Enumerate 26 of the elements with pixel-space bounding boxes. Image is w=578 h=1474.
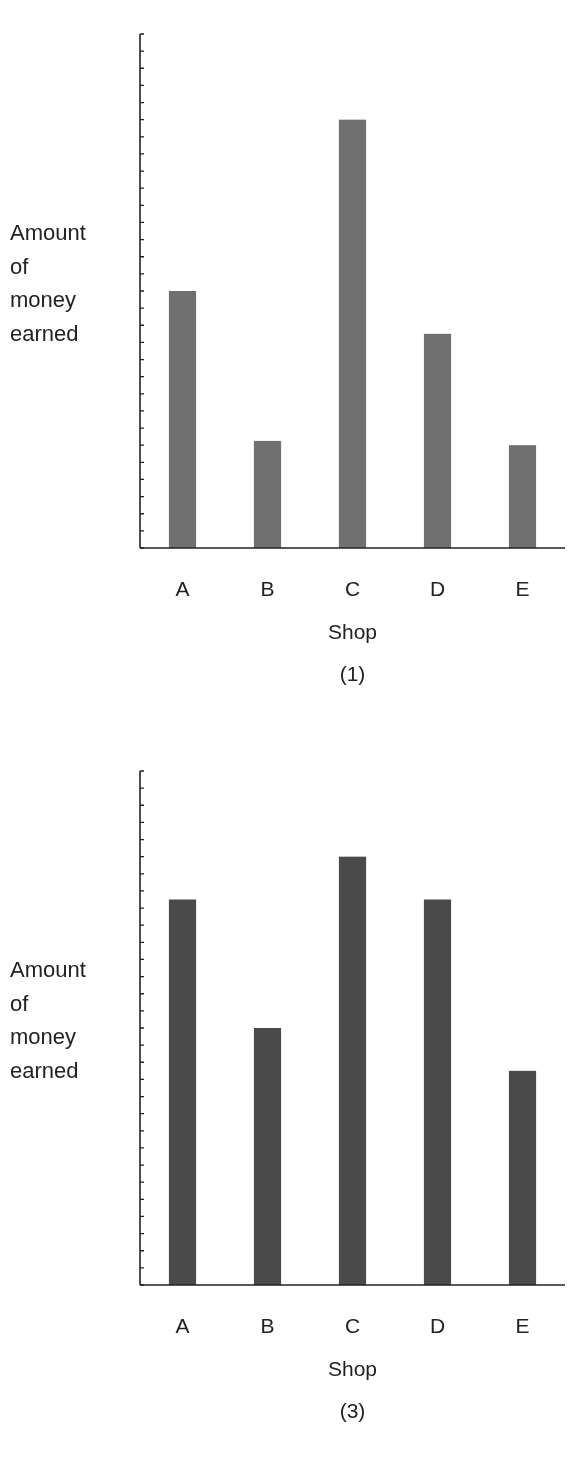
x-axis-title: Shop: [327, 620, 378, 643]
x-tick-label: A: [175, 1314, 190, 1337]
bar: [253, 1028, 282, 1285]
text: (3): [339, 1399, 366, 1422]
bar: [508, 1070, 537, 1285]
x-tick-label: E: [515, 577, 530, 600]
x-tick-label: C: [344, 577, 361, 600]
bar: [168, 899, 197, 1285]
bar: [423, 899, 452, 1285]
bar: [253, 440, 282, 548]
bar: [508, 445, 537, 548]
x-tick-label: E: [515, 1314, 530, 1337]
x-tick-label: D: [429, 1314, 446, 1337]
bar: [423, 333, 452, 548]
x-tick-label: A: [175, 577, 190, 600]
bar: [338, 856, 367, 1285]
y-axis-title: Amount of money earned: [10, 957, 86, 1083]
bar: [338, 119, 367, 548]
x-tick-label: B: [260, 577, 275, 600]
x-tick-label: C: [344, 1314, 361, 1337]
x-tick-label: B: [260, 1314, 275, 1337]
bar: [168, 291, 197, 548]
x-tick-label: D: [429, 577, 446, 600]
text: (1): [339, 662, 366, 685]
y-axis-title: Amount of money earned: [10, 220, 86, 346]
x-axis-title: Shop: [327, 1357, 378, 1380]
